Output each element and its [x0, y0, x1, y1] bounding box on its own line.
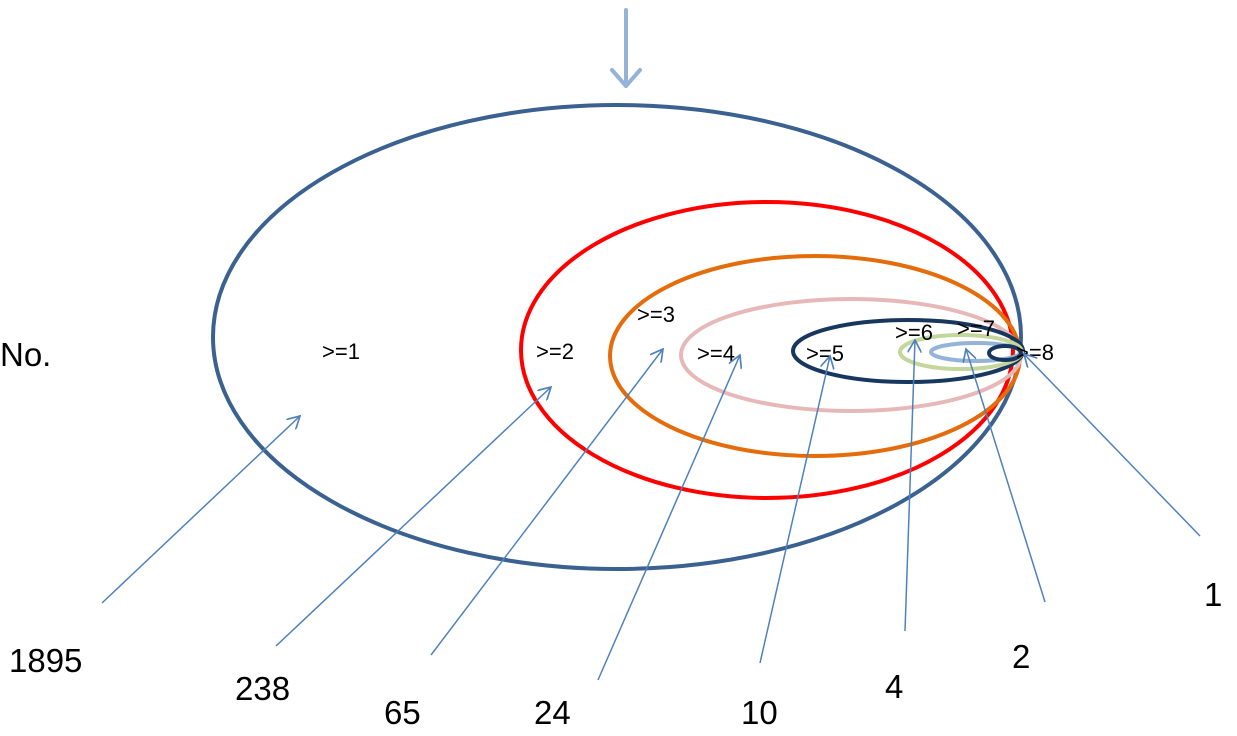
pointer-arrow-6 — [904, 340, 915, 632]
ring-label-3: >=3 — [637, 302, 675, 327]
side-label: No. — [0, 336, 51, 373]
ring-label-6: >=6 — [895, 320, 933, 345]
count-label-5: 10 — [741, 694, 778, 731]
ring-8-ellipse — [987, 344, 1023, 362]
count-label-6: 4 — [885, 668, 903, 705]
pointer-arrow-7 — [966, 349, 1046, 603]
ring-label-1: >=1 — [322, 339, 360, 364]
ring-label-8: >=8 — [1016, 340, 1054, 365]
ring-label-7: >=7 — [957, 316, 995, 341]
pointer-arrow-1 — [101, 416, 300, 604]
count-label-3: 65 — [384, 694, 421, 731]
ring-2-ellipse — [519, 200, 1015, 500]
pointer-arrow-5 — [759, 356, 830, 664]
ring-labels: >=1 >=2 >=3 >=4 >=5 >=6 >=7 >=8 — [322, 302, 1054, 366]
pointer-arrow-3 — [430, 349, 663, 656]
top-down-arrow — [610, 8, 642, 88]
ring-label-5: >=5 — [806, 341, 844, 366]
count-label-7: 2 — [1012, 638, 1030, 675]
ring-1-ellipse — [211, 103, 1023, 571]
pointer-arrow-2 — [275, 387, 551, 647]
count-label-8: 1 — [1204, 576, 1222, 613]
count-label-2: 238 — [235, 670, 290, 707]
pointer-arrows — [101, 340, 1201, 681]
pointer-arrow-8 — [1024, 354, 1201, 537]
pointer-arrow-4 — [597, 355, 740, 681]
count-label-1: 1895 — [9, 642, 82, 679]
count-labels: 1895 238 65 24 10 4 2 1 — [9, 576, 1222, 731]
count-label-4: 24 — [534, 694, 571, 731]
ring-label-2: >=2 — [536, 339, 574, 364]
ring-label-4: >=4 — [697, 341, 735, 366]
